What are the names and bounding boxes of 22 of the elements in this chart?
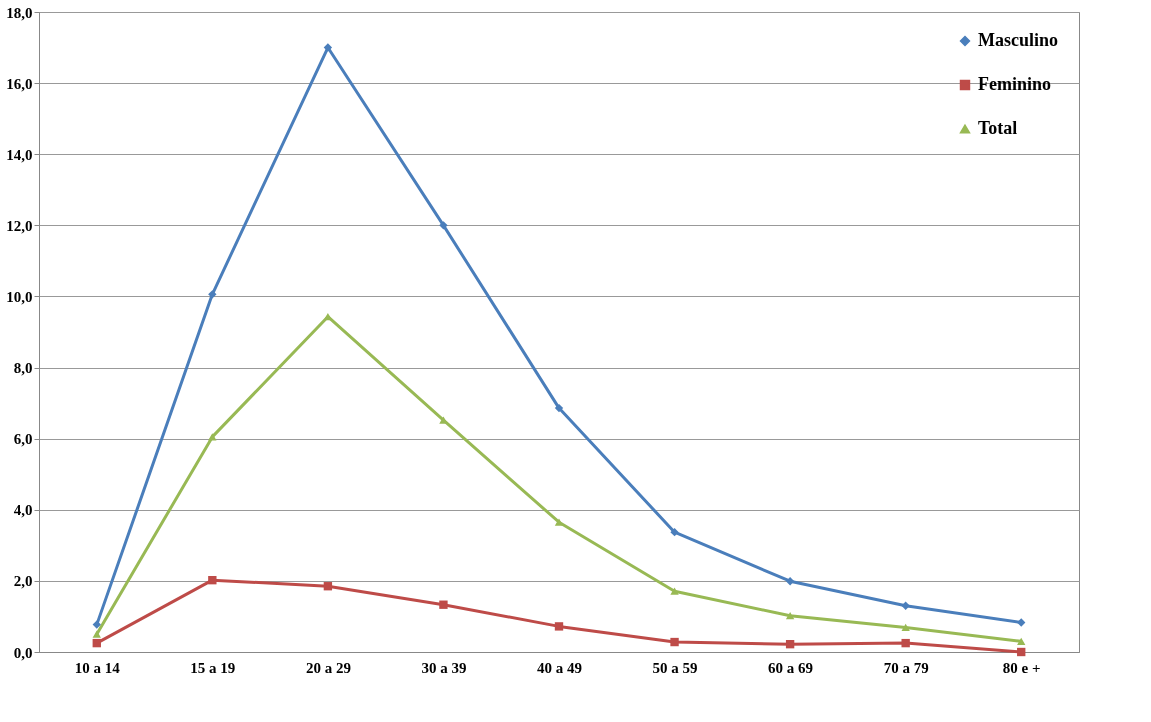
y-tick-label: 16,0 [6, 75, 33, 92]
y-tick-label: 14,0 [6, 146, 33, 163]
y-tick-label: 8,0 [13, 360, 33, 377]
y-tick-label: 4,0 [13, 502, 33, 519]
y-tick-label: 0,0 [13, 644, 33, 661]
x-tick-label: 80 e + [1002, 659, 1041, 676]
y-tick-label: 6,0 [13, 431, 33, 448]
x-tick-label: 10 a 14 [74, 659, 121, 676]
y-tick-label: 10,0 [6, 288, 33, 305]
y-tick-label: 12,0 [6, 217, 33, 234]
x-tick-label: 20 a 29 [305, 659, 351, 676]
x-tick-label: 70 a 79 [883, 659, 929, 676]
x-tick-label: 60 a 69 [768, 659, 814, 676]
x-tick-label: 30 a 39 [421, 659, 467, 676]
y-tick-label: 2,0 [13, 573, 33, 590]
legend-label: Total [978, 118, 1018, 138]
x-tick-label: 15 a 19 [190, 659, 236, 676]
legend-label: Masculino [978, 30, 1059, 50]
y-tick-label: 18,0 [6, 4, 33, 21]
x-tick-label: 50 a 59 [652, 659, 698, 676]
legend-label: Feminino [978, 74, 1052, 94]
x-tick-label: 40 a 49 [537, 659, 582, 676]
